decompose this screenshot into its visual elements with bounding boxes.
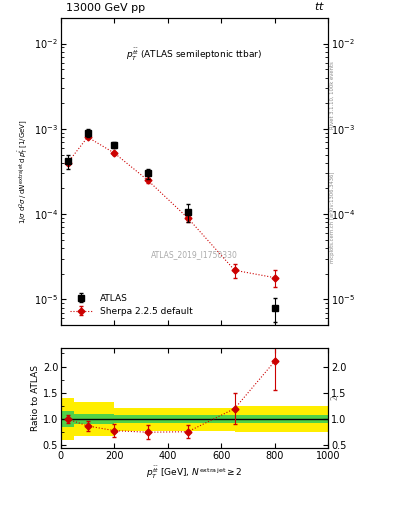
Text: Rivet 3.1.10, 100k events: Rivet 3.1.10, 100k events [330,61,335,129]
Text: mcplots.cern.ch [arXiv:1306.3436]: mcplots.cern.ch [arXiv:1306.3436] [330,172,335,263]
Legend: ATLAS, Sherpa 2.2.5 default: ATLAS, Sherpa 2.2.5 default [65,290,197,321]
Y-axis label: Ratio to ATLAS: Ratio to ATLAS [31,365,40,431]
X-axis label: $p_T^{\bar{t}\bar{t}}$ [GeV], $N^{\mathrm{extra\,jet}} \geq 2$: $p_T^{\bar{t}\bar{t}}$ [GeV], $N^{\mathr… [146,465,243,481]
Y-axis label: $1/\sigma\;\mathrm{d}^2\sigma\,/\,\mathrm{d}N^{\mathrm{extra\,jet}}\,\mathrm{d}\: $1/\sigma\;\mathrm{d}^2\sigma\,/\,\mathr… [17,119,31,224]
Text: 13000 GeV pp: 13000 GeV pp [66,3,145,13]
Text: $t\bar{t}$: $t\bar{t}$ [314,0,325,13]
Text: 2: 2 [330,396,339,400]
Text: ATLAS_2019_I1750330: ATLAS_2019_I1750330 [151,250,238,260]
Text: $p_T^{\bar{t}\bar{t}}$ (ATLAS semileptonic ttbar): $p_T^{\bar{t}\bar{t}}$ (ATLAS semilepton… [127,47,263,63]
